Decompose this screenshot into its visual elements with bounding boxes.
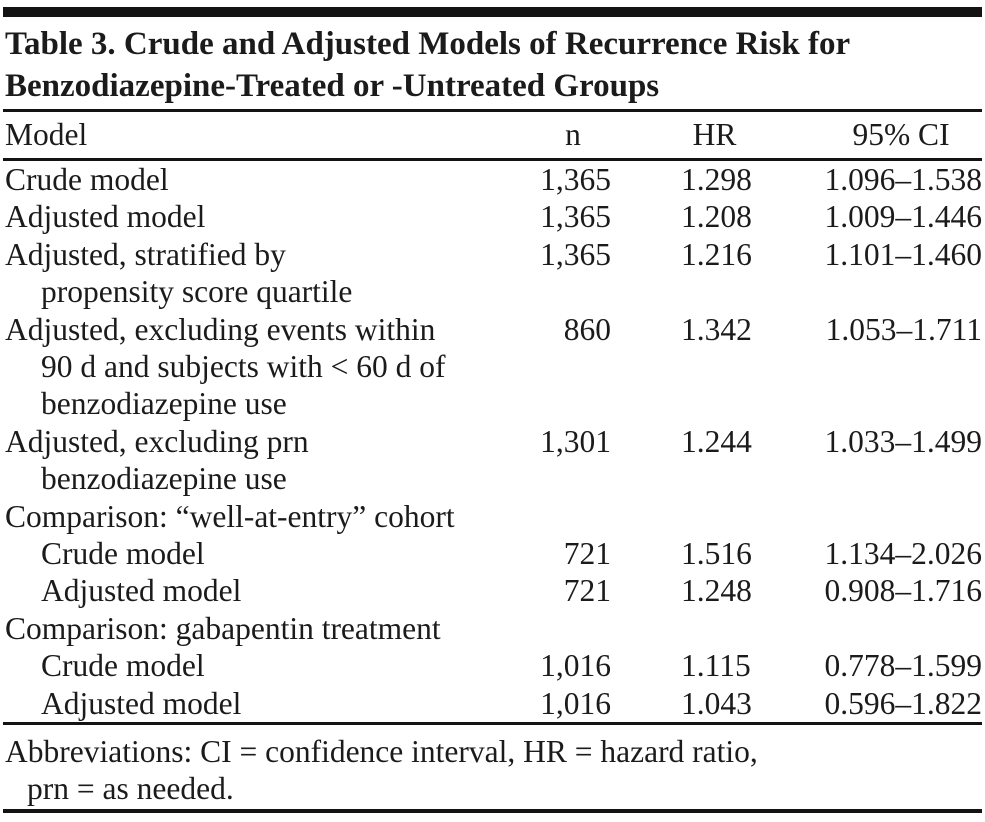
model-label-line: Comparison: “well-at-entry” cohort [5, 498, 455, 534]
hr-value-cell: 1.298 [681, 162, 752, 197]
hr-value-cell [615, 610, 748, 647]
section-header-row: Comparison: gabapentin treatment [3, 610, 982, 647]
table-title: Table 3. Crude and Adjusted Models of Re… [3, 17, 982, 112]
ci-value-cell: 0.778–1.599 [824, 648, 983, 684]
model-label-line: Adjusted model [41, 573, 242, 609]
model-label-cell: Comparison: “well-at-entry” cohort [3, 498, 531, 535]
data-table: Model n HR 95% CI Crude model 1,365 1.298 1… [3, 112, 982, 726]
ci-value-cell: 1.101–1.460 [824, 236, 983, 272]
hr-value-cell: 1.342 [681, 311, 752, 347]
ci-value-cell: 1.009–1.446 [824, 199, 983, 235]
hr-value-cell: 1.516 [681, 536, 752, 572]
table-footnote: Abbreviations: CI = confidence interval,… [3, 725, 982, 814]
n-value-cell: 1,365 [540, 236, 611, 272]
table-row: Crude model 1,365 1.298 1.096–1.538 [3, 160, 982, 199]
model-label-cell: Crude model [3, 535, 531, 572]
n-value-cell: 1,016 [540, 685, 611, 721]
model-label-cell: Adjusted, stratified by propensity score … [3, 236, 531, 311]
n-value-cell: 860 [563, 311, 611, 347]
model-label-cell: Adjusted, excluding events within 90 d an… [3, 311, 531, 423]
model-label-cell: Crude model [3, 647, 531, 684]
table-body: Crude model 1,365 1.298 1.096–1.538 Adjusted… [3, 160, 982, 724]
hr-value-cell [615, 498, 748, 535]
ci-value-cell: 0.596–1.822 [824, 685, 983, 721]
table-row: Adjusted, stratified by propensity score … [3, 236, 982, 311]
n-value-cell: 1,365 [540, 162, 611, 197]
header-row: Model n HR 95% CI [3, 112, 982, 161]
top-rule [3, 7, 982, 17]
ci-value-cell: 1.096–1.538 [824, 162, 983, 197]
model-label-line: Adjusted, excluding events within [5, 311, 436, 347]
footnote-line-1: Abbreviations: CI = confidence interval,… [5, 734, 758, 770]
n-value-cell: 1,365 [540, 199, 611, 235]
n-value-cell [531, 498, 615, 535]
hr-value-cell: 1.043 [681, 685, 752, 721]
model-label-wrap-line: benzodiazepine use [41, 461, 287, 497]
model-label-wrap-line: propensity score quartile [41, 274, 353, 310]
model-label-line: Comparison: gabapentin treatment [5, 610, 441, 646]
column-header-model: Model [3, 112, 531, 161]
section-header-row: Comparison: “well-at-entry” cohort [3, 498, 982, 535]
ci-value-cell [748, 610, 982, 647]
column-header-n: n [531, 112, 615, 161]
ci-value-cell: 1.033–1.499 [824, 423, 983, 459]
table-row: Adjusted model 721 1.248 0.908–1.716 [3, 572, 982, 609]
ci-value-cell: 1.134–2.026 [824, 536, 983, 572]
model-label-cell: Adjusted model [3, 572, 531, 609]
model-label-line: Adjusted, stratified by [5, 236, 286, 272]
table-header: Model n HR 95% CI [3, 112, 982, 161]
model-label-line: Crude model [41, 536, 205, 572]
model-label-line: Adjusted, excluding prn [5, 423, 309, 459]
model-label-cell: Comparison: gabapentin treatment [3, 610, 531, 647]
n-value-cell: 1,301 [540, 423, 611, 459]
ci-value-cell: 1.053–1.711 [825, 311, 982, 347]
hr-value-cell: 1.115 [681, 648, 751, 684]
table-title-line-2: Benzodiazepine-Treated or -Untreated Gro… [5, 68, 660, 104]
table-row: Adjusted, excluding events within 90 d an… [3, 311, 982, 423]
model-label-line: Adjusted model [41, 685, 242, 721]
model-label-line: Crude model [41, 648, 205, 684]
table-row: Adjusted, excluding prn benzodiazepine us… [3, 423, 982, 498]
model-label-line: Adjusted model [5, 199, 206, 235]
model-label-line: Crude model [5, 162, 169, 197]
table-row: Crude model 1,016 1.115 0.778–1.599 [3, 647, 982, 684]
ci-value-cell: 0.908–1.716 [824, 573, 983, 609]
model-label-cell: Adjusted, excluding prn benzodiazepine us… [3, 423, 531, 498]
model-label-cell: Crude model [3, 160, 531, 199]
n-value-cell: 721 [563, 573, 611, 609]
hr-value-cell: 1.248 [681, 573, 752, 609]
hr-value-cell: 1.208 [681, 199, 752, 235]
column-header-ci: 95% CI [748, 112, 982, 161]
model-label-cell: Adjusted model [3, 685, 531, 724]
hr-value-cell: 1.244 [681, 423, 752, 459]
n-value-cell [531, 610, 615, 647]
ci-value-cell [748, 498, 982, 535]
table-row: Adjusted model 1,365 1.208 1.009–1.446 [3, 198, 982, 235]
n-value-cell: 721 [563, 536, 611, 572]
footnote-line-2: prn = as needed. [27, 771, 234, 807]
table-row: Crude model 721 1.516 1.134–2.026 [3, 535, 982, 572]
hr-value-cell: 1.216 [681, 236, 752, 272]
table-row: Adjusted model 1,016 1.043 0.596–1.822 [3, 685, 982, 724]
model-label-wrap-line: benzodiazepine use [41, 386, 287, 422]
n-value-cell: 1,016 [540, 648, 611, 684]
model-label-cell: Adjusted model [3, 198, 531, 235]
column-header-hr: HR [615, 112, 748, 161]
model-label-wrap-line: 90 d and subjects with < 60 d of [41, 349, 446, 385]
table-title-line-1: Table 3. Crude and Adjusted Models of Re… [5, 26, 851, 62]
